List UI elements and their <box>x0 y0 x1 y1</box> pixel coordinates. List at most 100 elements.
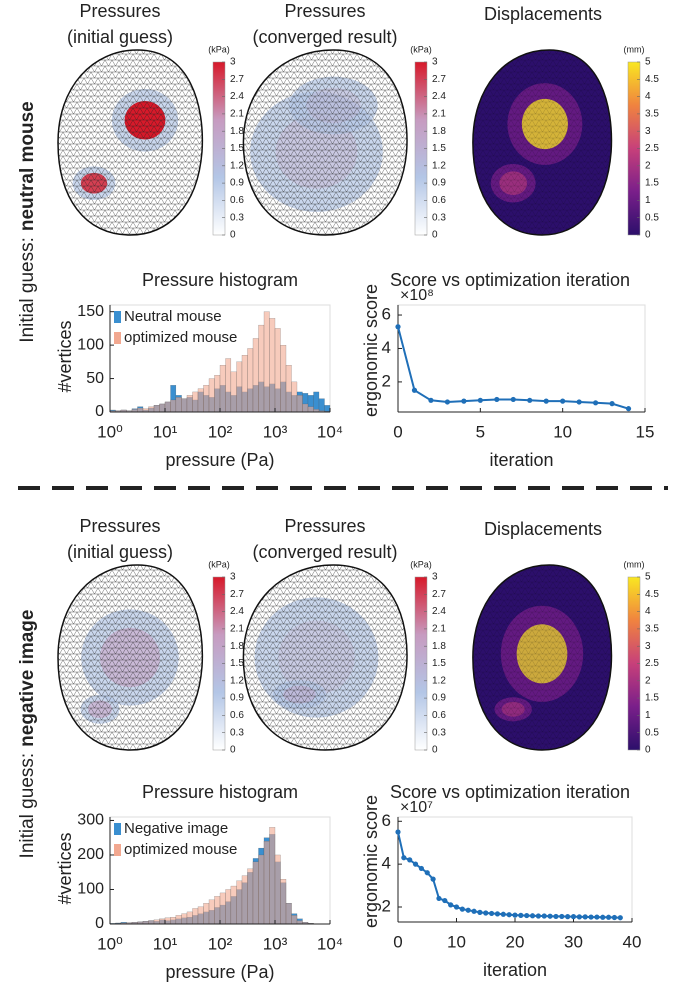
row-label-emphasis: negative image <box>17 610 38 747</box>
x-tick-label: 10¹ <box>153 422 178 441</box>
score-point <box>454 904 459 909</box>
colorbar-tick-label: 3 <box>645 126 651 137</box>
surface-title: Pressures <box>79 1 160 21</box>
score-point <box>495 911 500 916</box>
histogram-bar <box>176 915 182 924</box>
surface-title: Pressures <box>284 1 365 21</box>
score-point <box>518 913 523 918</box>
histogram-bar <box>242 355 248 412</box>
score-point <box>530 913 535 918</box>
x-tick-label: 10³ <box>263 422 288 441</box>
legend-label: optimized mouse <box>124 329 237 346</box>
colorbar-label: (kPa) <box>208 44 230 54</box>
x-tick-label: 10² <box>208 422 233 441</box>
histogram-bar <box>220 365 226 412</box>
colorbar-tick-label: 3 <box>645 641 651 652</box>
histogram-bar <box>258 325 264 412</box>
surface-title: Displacements <box>484 4 602 24</box>
score-point <box>577 399 582 404</box>
histogram-bar <box>192 392 198 412</box>
x-tick-label: 10¹ <box>153 934 178 953</box>
colorbar-tick-label: 1.8 <box>230 641 244 652</box>
surface-hotspots <box>55 50 205 235</box>
histogram-bar <box>324 405 330 412</box>
colorbar-tick-label: 0.9 <box>230 693 244 704</box>
axis-multiplier: ×10⁸ <box>400 287 434 304</box>
surface-hotspots <box>470 565 614 750</box>
colorbar-tick-label: 1.2 <box>230 675 244 686</box>
y-axis-label: #vertices <box>55 320 75 392</box>
surface-hotspots <box>240 50 410 235</box>
x-tick-label: 30 <box>564 932 583 951</box>
colorbar-tick-label: 2.5 <box>645 143 659 154</box>
histogram-bar <box>182 914 187 924</box>
y-tick-label: 200 <box>77 846 104 863</box>
histogram-bar <box>220 893 226 924</box>
row-label-emphasis: neutral mouse <box>17 101 38 231</box>
surface-title: Pressures <box>284 516 365 536</box>
y-tick-label: 50 <box>86 370 104 387</box>
score-point <box>501 912 506 917</box>
plot-frame <box>398 305 645 412</box>
histogram-bar <box>231 372 237 412</box>
surface-mesh <box>240 50 410 235</box>
score-point <box>600 915 605 920</box>
colorbar-tick-label: 1.5 <box>645 178 659 189</box>
colorbar-tick-label: 1.2 <box>230 160 244 171</box>
score-point <box>512 913 517 918</box>
score-point <box>524 913 529 918</box>
y-axis-label: #vertices <box>55 832 75 904</box>
legend-swatch <box>114 311 121 323</box>
histogram-bar <box>165 918 171 924</box>
y-tick-label: 300 <box>77 812 104 829</box>
x-axis-label: iteration <box>483 960 547 980</box>
histogram-bar <box>203 903 209 924</box>
surface-title: (converged result) <box>252 27 397 47</box>
colorbar-tick-label: 1 <box>645 710 651 721</box>
colorbar-tick-label: 2.1 <box>230 624 244 635</box>
histogram-bar <box>237 362 242 412</box>
colorbar-tick-label: 0.6 <box>230 195 244 206</box>
histogram-bar <box>154 920 159 924</box>
legend-swatch <box>114 332 121 344</box>
colorbar-tick-label: 0.6 <box>432 710 446 721</box>
colorbar-tick-label: 0.9 <box>230 178 244 189</box>
histogram-bar <box>176 397 182 412</box>
histogram-bar <box>286 903 291 924</box>
colorbar-tick-label: 4.5 <box>645 589 659 600</box>
surface-title: Displacements <box>484 519 602 539</box>
colorbar-tick-label: 1.8 <box>432 126 446 137</box>
colorbar-tick-label: 0 <box>645 230 651 241</box>
score-point <box>559 914 564 919</box>
y-axis-label: ergonomic score <box>361 284 381 417</box>
colorbar-tick-label: 3 <box>230 572 236 583</box>
histogram-bar <box>214 896 220 924</box>
score-point <box>477 910 482 915</box>
score-point <box>483 910 488 915</box>
colorbar-tick-label: 0.5 <box>645 212 659 223</box>
histogram-bar <box>308 407 314 412</box>
histogram-bar <box>214 375 220 412</box>
histogram-bar <box>275 328 281 412</box>
colorbar-tick-label: 4.5 <box>645 74 659 85</box>
colorbar-label: (kPa) <box>208 559 230 569</box>
score-point <box>489 911 494 916</box>
score-line <box>398 832 620 918</box>
score-point <box>583 914 588 919</box>
colorbar-label: (mm) <box>624 559 645 569</box>
y-tick-label: 2 <box>382 371 391 390</box>
score-point <box>395 324 400 329</box>
colorbar-tick-label: 2.7 <box>432 74 446 85</box>
histogram-bar <box>226 889 231 924</box>
colorbar-tick-label: 2.7 <box>230 74 244 85</box>
x-tick-label: 15 <box>636 422 655 441</box>
score-point <box>542 913 547 918</box>
legend-swatch <box>114 844 121 856</box>
score-point <box>606 915 611 920</box>
score-line <box>398 327 629 409</box>
score-point <box>588 914 593 919</box>
colorbar-tick-label: 1.5 <box>432 658 446 669</box>
colorbar-tick-label: 4 <box>645 91 651 102</box>
histogram-bar <box>269 318 275 412</box>
